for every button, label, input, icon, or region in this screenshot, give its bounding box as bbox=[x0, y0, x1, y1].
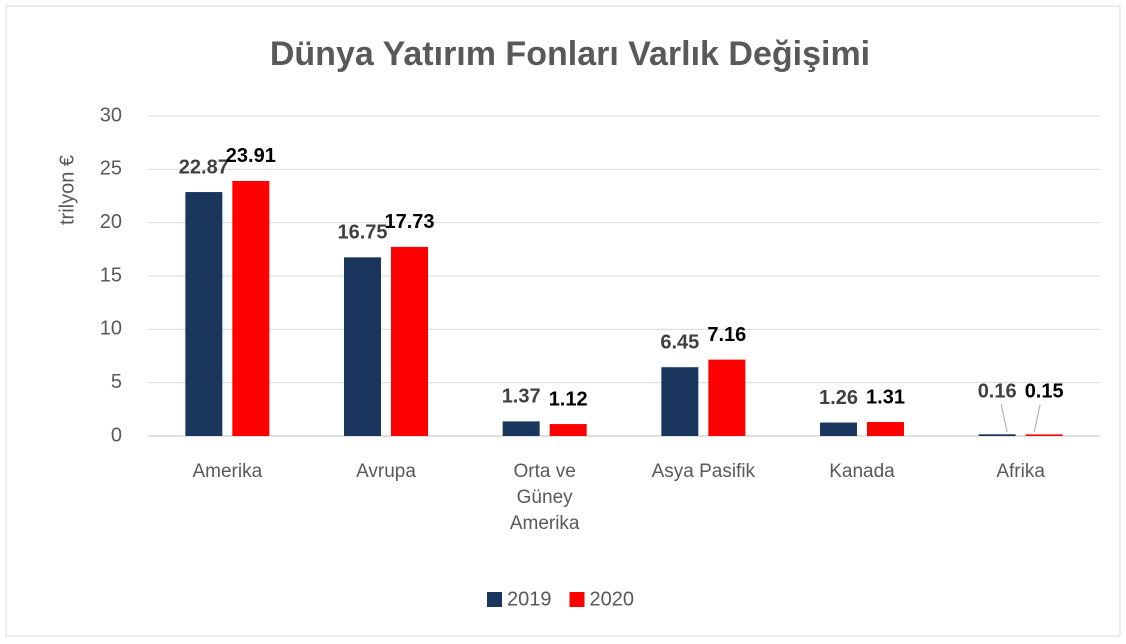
data-label: 1.31 bbox=[866, 386, 905, 408]
data-label: 7.16 bbox=[707, 324, 746, 346]
data-label: 16.75 bbox=[337, 222, 387, 244]
bar bbox=[1025, 434, 1063, 436]
bar bbox=[661, 367, 699, 436]
x-tick-label: Avrupa bbox=[356, 461, 416, 482]
data-label: 23.91 bbox=[226, 145, 276, 167]
x-tick-label: Amerika bbox=[192, 461, 263, 482]
leader-line bbox=[1000, 404, 1008, 433]
bar bbox=[978, 434, 1016, 436]
bar bbox=[708, 359, 746, 436]
bar bbox=[185, 192, 223, 436]
x-tick-label: Afrika bbox=[996, 461, 1045, 482]
bar bbox=[867, 422, 904, 436]
bar bbox=[820, 422, 857, 436]
data-label: 1.12 bbox=[549, 388, 588, 410]
legend-swatch bbox=[487, 592, 502, 607]
y-tick-label: 10 bbox=[100, 318, 122, 340]
bar bbox=[549, 424, 587, 436]
data-label: 17.73 bbox=[384, 211, 434, 233]
chart-title: Dünya Yatırım Fonları Varlık Değişimi bbox=[270, 35, 870, 73]
x-tick-label: Asya Pasifik bbox=[651, 461, 756, 482]
y-tick-label: 0 bbox=[111, 424, 122, 446]
bar bbox=[502, 421, 540, 436]
chart-border bbox=[5, 5, 1121, 637]
data-label: 1.37 bbox=[502, 386, 541, 408]
data-label: 22.87 bbox=[179, 156, 229, 178]
legend-label: 2019 bbox=[507, 588, 552, 610]
y-tick-label: 25 bbox=[100, 158, 122, 180]
x-tick-label: Kanada bbox=[829, 461, 895, 482]
y-tick-label: 15 bbox=[100, 264, 122, 286]
data-label: 0.15 bbox=[1025, 381, 1064, 403]
bar bbox=[344, 257, 381, 436]
data-label: 6.45 bbox=[660, 331, 699, 353]
bar bbox=[232, 180, 270, 436]
legend-label: 2020 bbox=[590, 588, 635, 610]
y-tick-label: 5 bbox=[111, 371, 122, 393]
data-label: 0.16 bbox=[978, 381, 1017, 403]
data-label: 1.26 bbox=[819, 387, 858, 409]
x-tick-label: Orta ve Güney Amerika bbox=[509, 461, 580, 534]
bar bbox=[391, 246, 428, 436]
y-axis-label: trilyon € bbox=[56, 155, 78, 225]
y-tick-label: 20 bbox=[100, 211, 122, 233]
leader-line bbox=[1033, 404, 1041, 433]
y-tick-label: 30 bbox=[100, 104, 122, 126]
legend-swatch bbox=[569, 592, 585, 607]
